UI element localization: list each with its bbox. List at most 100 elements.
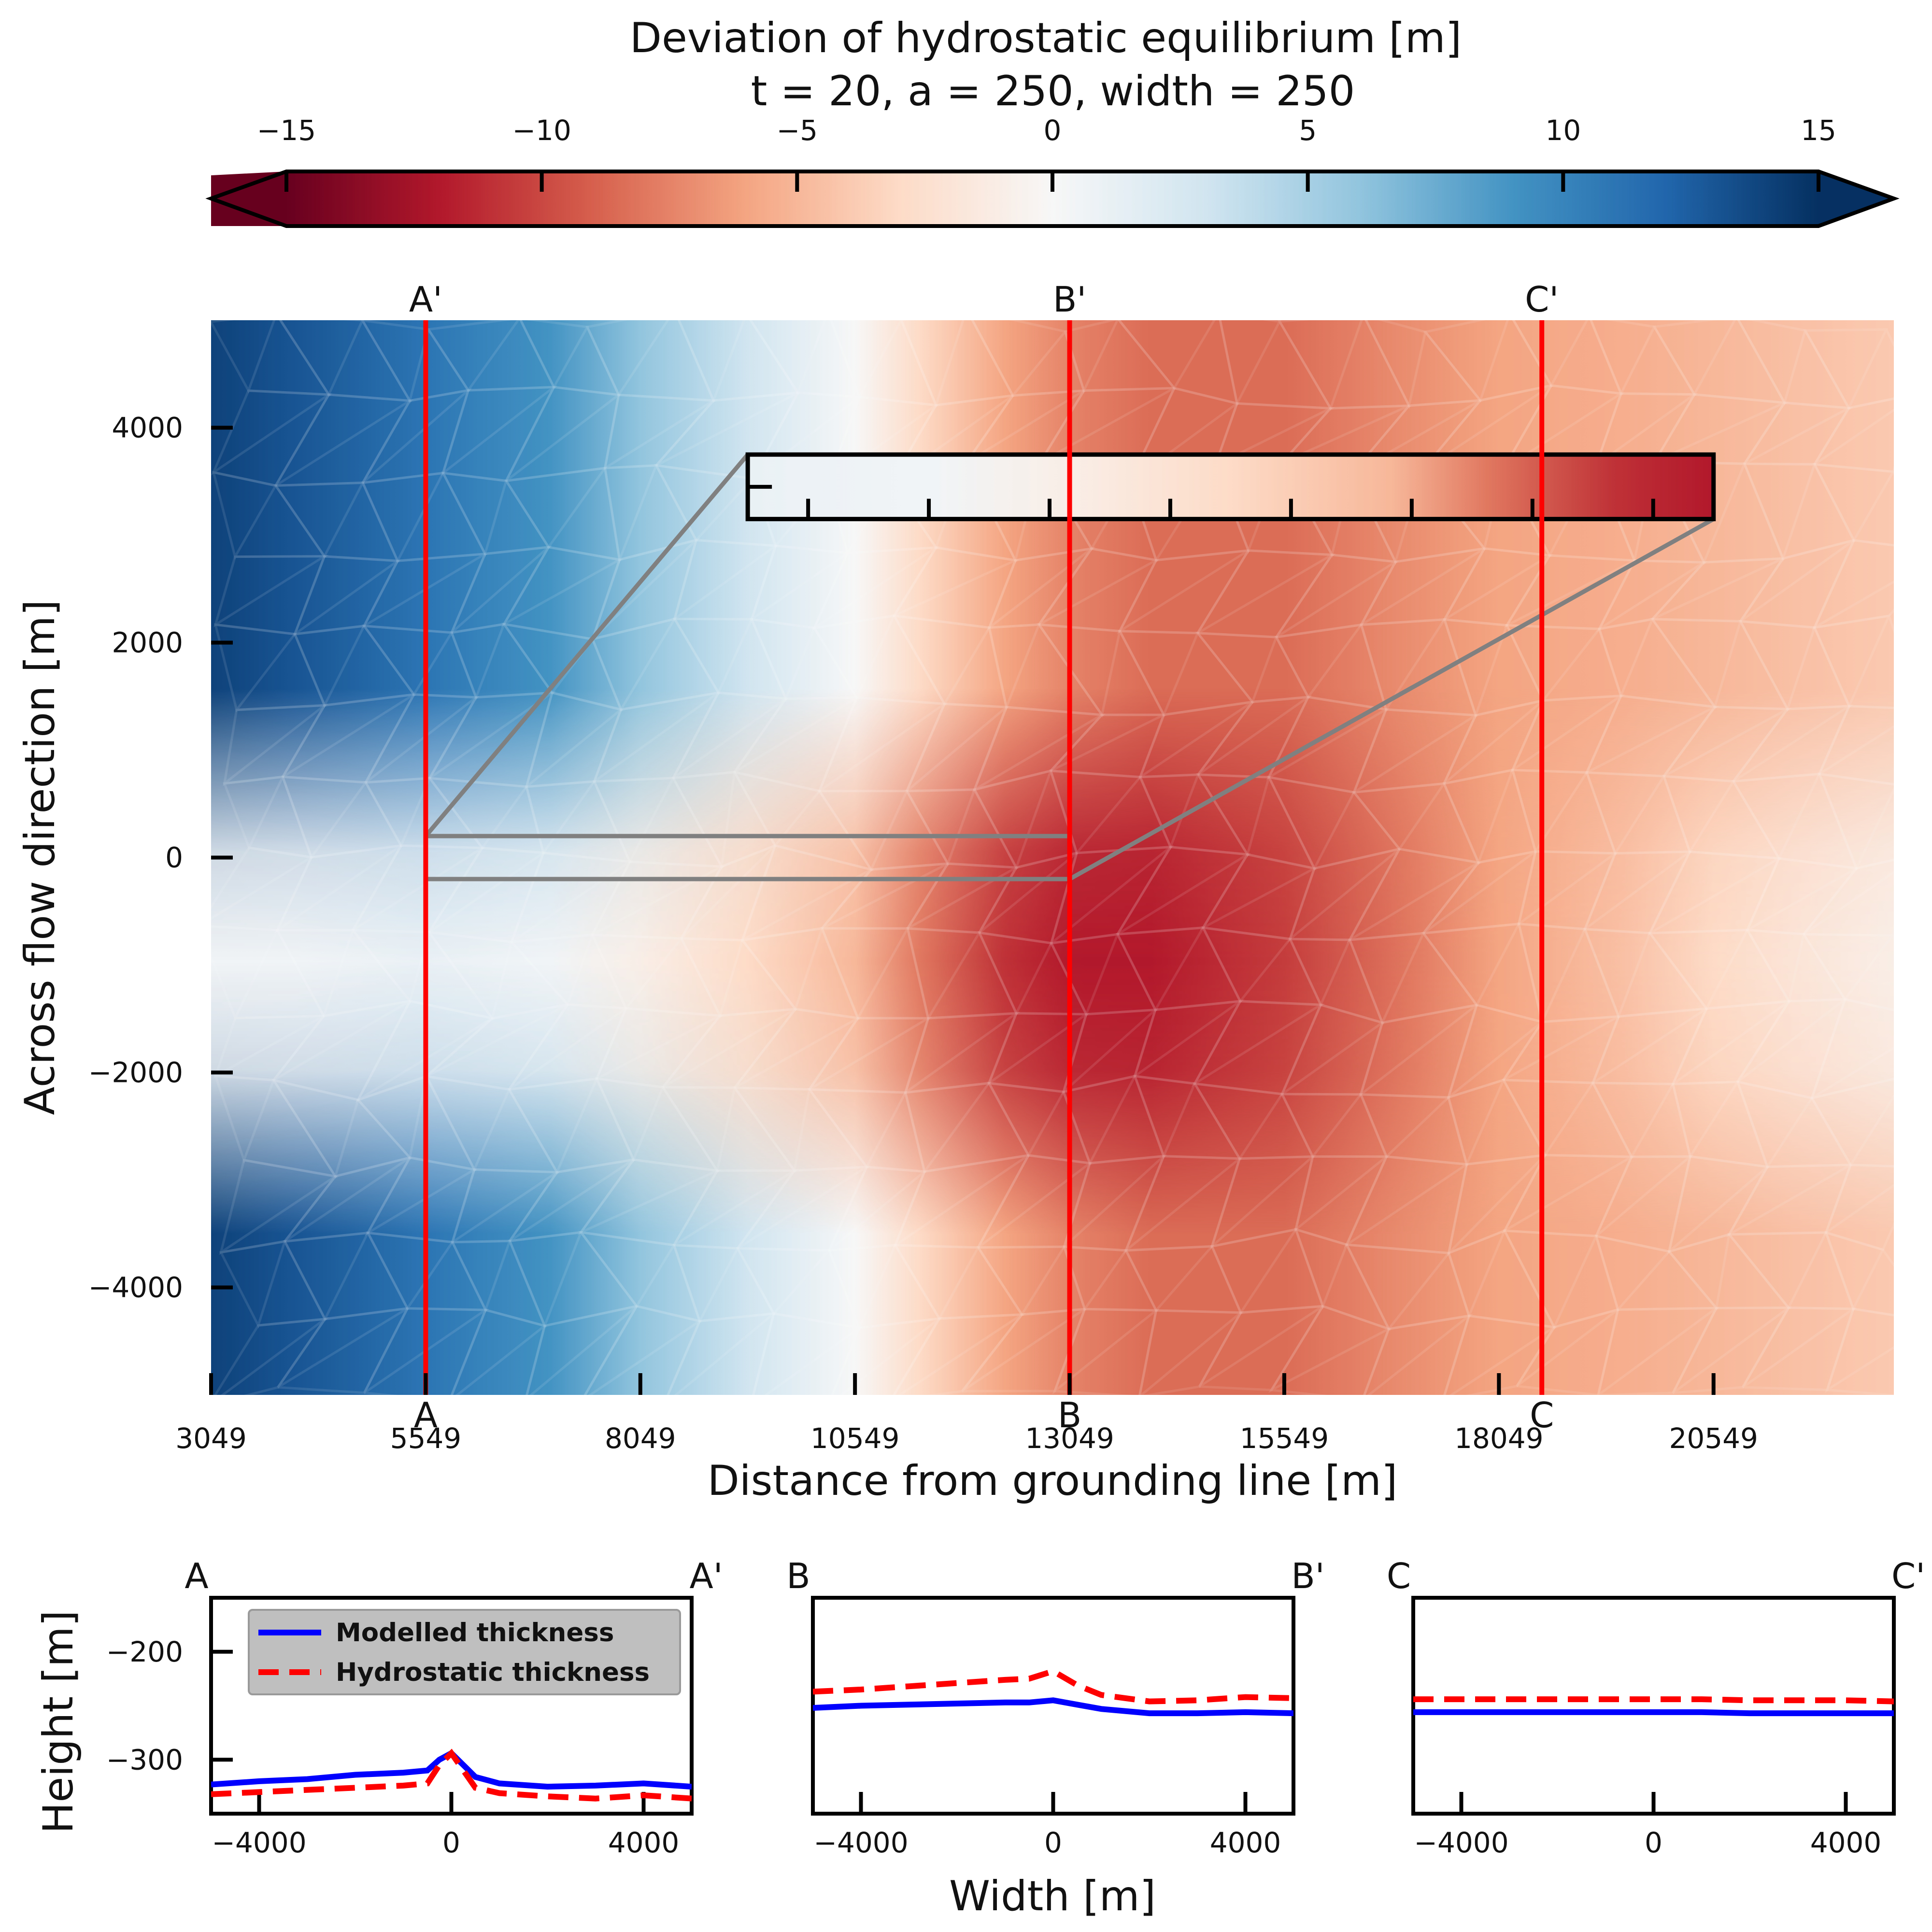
mesh-cell (1502, 1015, 1620, 1084)
mesh-cell (1801, 933, 1894, 1011)
mesh-cell (977, 931, 1088, 1016)
mesh-cell (590, 933, 722, 1017)
map-y-tick-label: 0 (165, 841, 183, 874)
mesh-cell (734, 1008, 862, 1091)
mesh-cell (1742, 1306, 1857, 1392)
modelled-thickness-line (1413, 1709, 1894, 1717)
mesh-cell (277, 1307, 409, 1394)
mesh-cell (1662, 706, 1792, 783)
mesh-cell (1346, 847, 1482, 943)
mesh-cell (578, 1231, 702, 1323)
map-y-tick-label: −4000 (88, 1271, 183, 1304)
mesh-cell (740, 926, 860, 1020)
mesh-cell (211, 846, 315, 932)
mesh-cell (426, 1003, 569, 1091)
mesh-cell (592, 691, 720, 785)
mesh-cell (821, 862, 949, 930)
mesh-cell (1824, 1231, 1894, 1317)
mesh-cell (589, 860, 726, 940)
mesh-cell (750, 618, 859, 702)
map-x-tick-label: 8049 (605, 1422, 676, 1455)
mesh-cell (1364, 320, 1483, 410)
mesh-cell (1062, 1074, 1165, 1166)
mesh-cell (732, 770, 874, 872)
hydrostatic-thickness-line (1413, 1696, 1894, 1705)
mesh-cell (361, 388, 472, 484)
mesh-cell (1735, 1080, 1853, 1170)
mesh-cell (1351, 708, 1480, 796)
mesh-cell (356, 1074, 477, 1171)
mesh-cell (1501, 1153, 1636, 1237)
mesh-cell (364, 1156, 478, 1244)
mesh-cell (1124, 1245, 1243, 1314)
mesh-cell (1590, 320, 1697, 397)
mesh-cell (907, 862, 1021, 934)
profile-left-label: B (786, 1556, 810, 1596)
mesh-cell (1817, 705, 1894, 786)
mesh-cell (671, 770, 777, 871)
mesh-cell (524, 691, 624, 790)
colorbar-extend-high (1818, 171, 1894, 226)
colorbar-tick-label: 15 (1801, 114, 1836, 147)
profile-x-tick-label: −4000 (813, 1826, 908, 1859)
mesh-cell (509, 933, 628, 1010)
mesh-cell (1133, 999, 1245, 1085)
mesh-cell (1738, 620, 1851, 712)
mesh-cell (1809, 998, 1894, 1101)
mesh-cell (1192, 1082, 1315, 1161)
section-bottom-label: C (1530, 1395, 1554, 1435)
map-x-tick-label: 13049 (1025, 1422, 1114, 1455)
mesh-cell (450, 1239, 547, 1328)
mesh-cell (223, 775, 313, 859)
mesh-cell (961, 1307, 1086, 1392)
mesh-cell (1726, 1231, 1855, 1310)
map-axes: 3049 5549 8049 10549 13049 15549 18049 20549 −40… (88, 412, 1758, 1455)
mesh-cell (1501, 1079, 1634, 1158)
mesh-cell (828, 1165, 928, 1252)
mesh-cell (1736, 998, 1849, 1100)
mesh-cell (1745, 857, 1861, 936)
mesh-cell (972, 706, 1106, 793)
map-x-tick-label: 15549 (1240, 1422, 1329, 1455)
mesh-cell (450, 1308, 548, 1395)
mesh-cell (211, 320, 331, 396)
mesh-cell (1813, 397, 1894, 473)
mesh-cell (904, 1081, 1031, 1175)
mesh-cell (811, 546, 941, 631)
mesh-cell (1825, 1307, 1894, 1395)
mesh-cell (1502, 1229, 1619, 1330)
profile-y-tick-label: −300 (106, 1743, 183, 1776)
mesh-cell (679, 937, 798, 1019)
profile-x-tick-label: 4000 (1810, 1826, 1882, 1859)
mesh-cell (1049, 769, 1173, 856)
mesh-cell (820, 927, 930, 1021)
mesh-cell (733, 696, 861, 793)
profile-panels: −4000 0 4000 −200 −300 A A' −4000 0 4000 B B' −4000 0… (106, 1556, 1925, 1859)
colorbar-tick-label: 5 (1299, 114, 1317, 147)
mesh-cell (1517, 922, 1620, 1026)
mesh-cell (284, 1156, 411, 1243)
mesh-cell (450, 1168, 561, 1245)
map-channel-field (211, 688, 1894, 1234)
profile-panel: −4000 0 4000 B B' (786, 1556, 1324, 1859)
mesh-cell (1344, 1155, 1470, 1255)
mesh-cell (271, 1078, 412, 1179)
mesh-cell (219, 1159, 339, 1255)
profile-y-label: Height [m] (34, 1610, 83, 1834)
section-top-label: A' (409, 279, 442, 320)
mesh-cell (282, 693, 415, 784)
mesh-cell (893, 1154, 1030, 1249)
profile-right-label: B' (1291, 1556, 1324, 1596)
mesh-cell (1062, 1245, 1158, 1312)
profile-frame (811, 1596, 1295, 1816)
mesh-cell (1274, 623, 1388, 711)
mesh-cell (1219, 320, 1333, 410)
section-bottom-label: A (414, 1395, 438, 1435)
mesh-cell (749, 544, 851, 629)
mesh-cell (831, 1317, 944, 1395)
mesh-cell (577, 1158, 722, 1247)
mesh-cell (829, 320, 938, 407)
colorbar-tick-label: 10 (1545, 114, 1581, 147)
mesh-cell (987, 1081, 1092, 1165)
mesh-cell (501, 622, 623, 711)
